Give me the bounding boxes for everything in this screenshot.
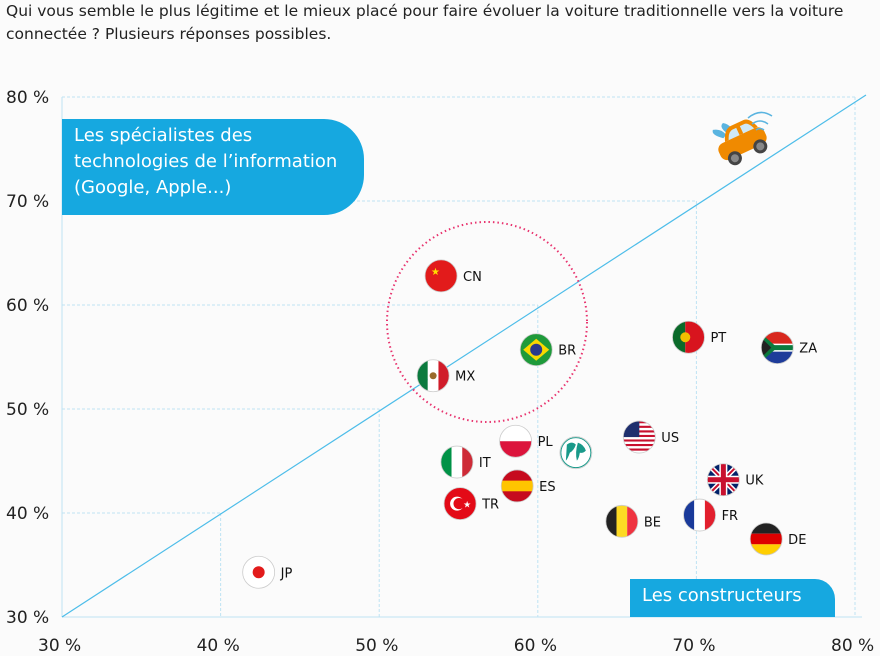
point-label: ZA (799, 342, 817, 357)
y-tick-label: 50 % (6, 400, 49, 420)
data-point-tr: ★ TR (443, 487, 499, 521)
france-flag-icon (683, 498, 716, 532)
poland-flag-icon (499, 424, 532, 458)
data-point-fr: FR (683, 498, 739, 532)
point-label: JP (280, 566, 293, 581)
italy-flag-icon (440, 445, 474, 479)
point-label: ES (539, 480, 555, 495)
highlight-circle (386, 221, 588, 423)
point-label: CN (463, 270, 482, 285)
x-tick-label: 60 % (514, 636, 557, 656)
belgium-flag-icon (605, 504, 639, 538)
data-point-globe (559, 436, 593, 470)
japan-flag-icon (242, 555, 276, 589)
x-tick-label: 80 % (831, 636, 874, 656)
point-label: BR (558, 344, 576, 359)
data-point-pl: PL (499, 424, 554, 458)
data-point-be: BE (605, 504, 661, 538)
data-point-pt: PT (672, 320, 726, 354)
uk-flag-icon (706, 463, 740, 497)
data-point-it: IT (440, 445, 491, 479)
point-label: PT (710, 331, 726, 346)
x-tick-label: 50 % (355, 636, 398, 656)
x-tick-label: 30 % (38, 636, 81, 656)
turkey-flag-icon: ★ (443, 487, 477, 521)
usa-flag-icon (622, 420, 656, 454)
mexico-flag-icon (416, 359, 450, 393)
data-point-de: DE (749, 522, 806, 556)
y-tick-label: 60 % (6, 296, 49, 316)
svg-text:★: ★ (431, 267, 440, 278)
point-label: MX (455, 370, 475, 385)
point-label: IT (479, 456, 491, 471)
x-tick-label: 40 % (197, 636, 240, 656)
brazil-flag-icon (519, 333, 553, 367)
y-tick-label: 80 % (6, 88, 49, 108)
point-label: BE (644, 515, 661, 530)
spain-flag-icon (500, 469, 534, 503)
data-point-cn: ★ CN (424, 259, 482, 293)
data-point-uk: UK (706, 463, 764, 497)
point-label: UK (745, 474, 764, 489)
data-point-mx: MX (416, 359, 475, 393)
globe-flag-icon (559, 436, 593, 470)
x-axis-label: Les constructeurs (630, 579, 835, 617)
diagonal-line (61, 94, 867, 618)
data-point-es: ES (500, 469, 556, 503)
data-point-us: US (622, 420, 679, 454)
point-label: US (661, 431, 679, 446)
x-tick-label: 70 % (672, 636, 715, 656)
data-point-br: BR (519, 333, 576, 367)
data-point-za: ZA (760, 331, 817, 365)
wifi-icon (747, 111, 773, 131)
south-africa-flag-icon (760, 331, 794, 365)
point-label: TR (481, 498, 499, 513)
germany-flag-icon (749, 522, 783, 556)
y-tick-label: 40 % (6, 504, 49, 524)
china-flag-icon: ★ (424, 259, 458, 293)
y-axis-label: Les spécialistes des technologies de l’i… (62, 119, 364, 215)
portugal-flag-icon (672, 320, 705, 354)
svg-text:★: ★ (463, 501, 471, 511)
point-label: DE (788, 533, 806, 548)
connected-car-icon (712, 119, 768, 166)
y-tick-label: 70 % (6, 192, 49, 212)
data-point-jp: JP (242, 555, 293, 589)
y-tick-label: 30 % (6, 608, 49, 628)
point-label: FR (722, 509, 739, 524)
point-label: PL (538, 435, 554, 450)
chart-title: Qui vous semble le plus légitime et le m… (6, 2, 844, 43)
